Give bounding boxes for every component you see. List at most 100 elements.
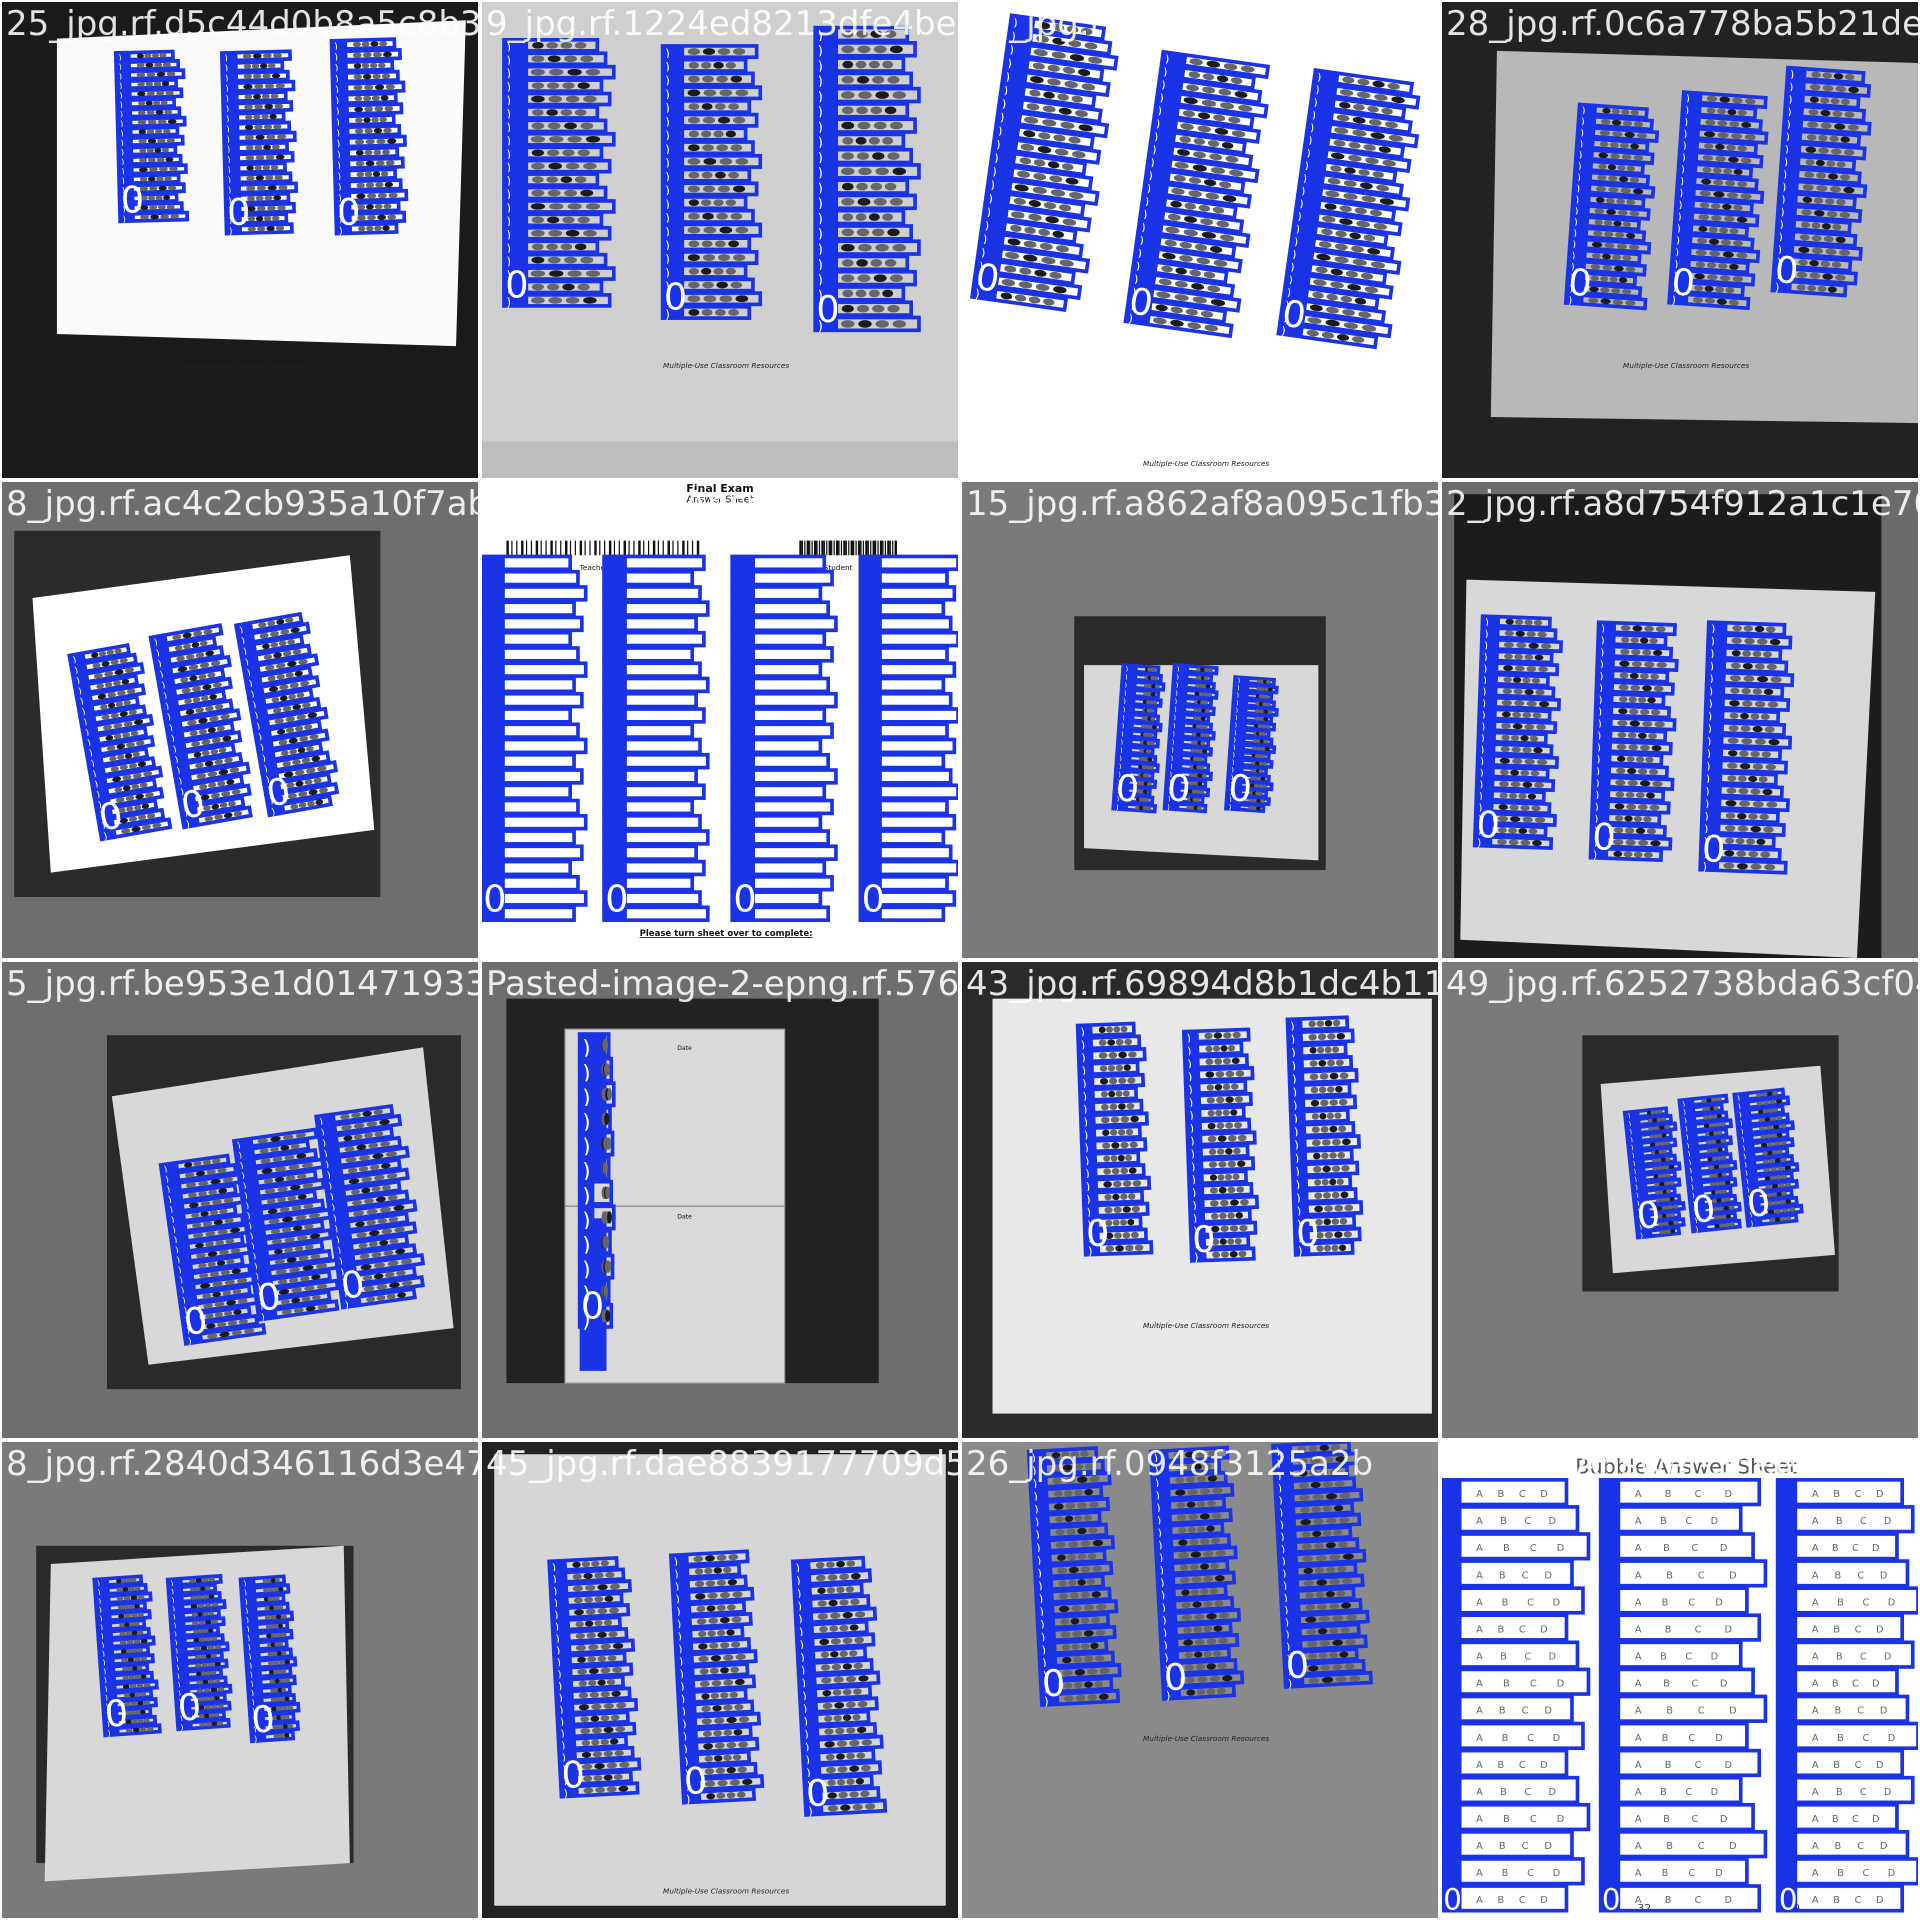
answer-bubble (1761, 1092, 1768, 1097)
barcode-bar (857, 540, 861, 556)
answer-bubble (275, 1697, 281, 1702)
answer-bubble (1611, 108, 1621, 115)
answer-bubble (1344, 167, 1356, 174)
class-label-small: ) (1690, 1175, 1694, 1184)
class-label-small: ) (120, 120, 124, 130)
class-label-small: ) (1291, 248, 1297, 262)
answer-bubble (838, 1791, 848, 1799)
detection-box (1688, 1201, 1742, 1217)
detection-column: ))))))))))))))))))0 (148, 623, 253, 831)
answer-bubble (245, 114, 253, 120)
choice-letter: B (1502, 1597, 1509, 1608)
detection-box (796, 1658, 874, 1677)
answer-bubble (208, 1577, 215, 1582)
class-label-small: ) (118, 63, 122, 73)
barcode-bar (608, 540, 612, 556)
answer-bubble (259, 1148, 269, 1154)
detection-box (1679, 1118, 1734, 1134)
detection-box (1635, 1225, 1682, 1240)
answer-bubble (269, 1670, 274, 1675)
answer-bubble (846, 1752, 856, 1760)
answer-bubble (1330, 268, 1343, 276)
answer-bubble (200, 1586, 206, 1591)
detection-box (260, 760, 339, 786)
answer-bubble (1637, 768, 1648, 775)
answer-bubble (275, 154, 285, 160)
detection-box (1292, 1213, 1357, 1231)
class-label-small: ) (1155, 1489, 1160, 1502)
class-label-small: ) (1573, 218, 1578, 229)
answer-bubble (1648, 1126, 1654, 1131)
detection-box (557, 1745, 635, 1763)
class-label-small: ) (1288, 1677, 1293, 1690)
answer-bubble (1807, 284, 1817, 292)
answer-bubble (1149, 765, 1155, 770)
answer-bubble (269, 114, 277, 120)
answer-bubble (1657, 1165, 1664, 1170)
answer-bubble (583, 1787, 594, 1794)
detection-box (1168, 711, 1211, 724)
answer-bubble (1499, 781, 1509, 787)
answer-bubble (730, 144, 743, 152)
barcode-bar (813, 540, 817, 556)
detection-column: ))))))))))))))))))0 (1111, 663, 1166, 814)
answer-bubble (852, 1714, 861, 1721)
answer-bubble (1656, 1206, 1663, 1211)
answer-bubble (267, 675, 276, 682)
class-label-small: ) (995, 138, 1002, 153)
answer-bubble (1206, 1613, 1217, 1620)
choice-letter: C (1524, 1787, 1531, 1798)
answer-bubble (1078, 69, 1091, 76)
detection-box (794, 1619, 869, 1638)
answer-bubble (1223, 1057, 1231, 1065)
answer-bubble (817, 1600, 827, 1607)
answer-bubble (575, 1621, 584, 1628)
answer-bubble (1732, 275, 1744, 282)
class-label-small: ) (338, 204, 342, 215)
answer-bubble (210, 1670, 217, 1675)
answer-bubble (1339, 218, 1353, 225)
class-label-small: ) (1630, 1143, 1634, 1152)
answer-bubble (1731, 637, 1742, 644)
class-label-small: ) (818, 59, 823, 75)
answer-bubble (856, 259, 868, 267)
answer-bubble (1222, 1083, 1231, 1091)
answer-bubble (820, 1664, 831, 1671)
answer-bubble (1061, 1644, 1071, 1651)
answer-bubble (369, 62, 378, 69)
answer-bubble (363, 1198, 374, 1204)
answer-bubble (397, 1292, 406, 1298)
class-label-small: ) (582, 1282, 591, 1308)
answer-bubble (125, 1719, 132, 1724)
detection-box (1162, 800, 1208, 814)
detection-box (1569, 214, 1642, 232)
detection-box (223, 201, 296, 216)
detection-box (1776, 190, 1857, 211)
answer-bubble (1766, 663, 1777, 671)
answer-bubble (354, 106, 363, 113)
answer-bubble (1109, 1077, 1118, 1085)
answer-bubble (130, 1710, 136, 1715)
detection-box (1563, 292, 1648, 311)
answer-bubble (698, 1630, 707, 1638)
date-label: Date (677, 1213, 692, 1220)
answer-bubble (1110, 1155, 1118, 1162)
answer-bubble (355, 160, 365, 167)
answer-bubble (134, 1621, 140, 1627)
tile-3: )))))))))))))))))) 0)))))))))))))))))) 0))… (1440, 0, 1920, 480)
answer-bubble (1716, 1113, 1722, 1119)
answer-bubble (733, 1729, 743, 1736)
detection-box (1674, 184, 1765, 205)
class-label-small: ) (171, 1587, 175, 1596)
answer-bubble (270, 1136, 281, 1142)
detection-box (1034, 1586, 1112, 1605)
answer-bubble (728, 309, 740, 316)
answer-bubble (1618, 684, 1629, 691)
detection-box (1667, 279, 1745, 298)
choice-letter: A (1476, 1516, 1483, 1527)
barcode-bar (516, 540, 518, 556)
answer-bubble (1627, 768, 1637, 775)
answer-bubble (1626, 803, 1637, 810)
answer-bubble (231, 1268, 241, 1274)
class-label-small: ) (1678, 199, 1683, 212)
